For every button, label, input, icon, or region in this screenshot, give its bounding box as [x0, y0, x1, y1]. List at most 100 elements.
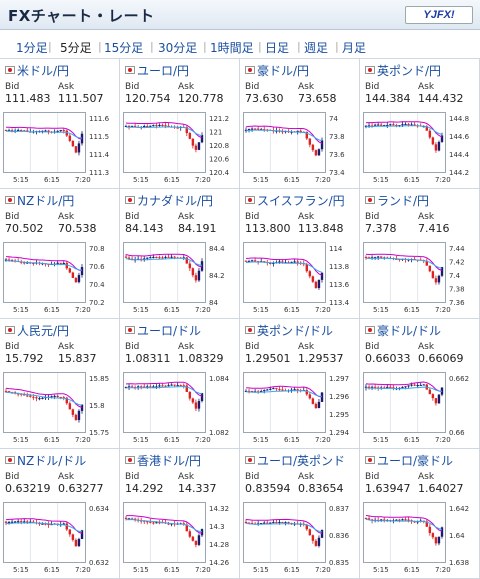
pair-name-link[interactable]: ユーロ/円	[137, 64, 190, 78]
candle-body	[13, 521, 17, 523]
mini-chart[interactable]: 14.32 14.3 14.28 14.26 5:15 6:15 7:20	[123, 502, 237, 576]
mini-chart[interactable]: 70.8 70.6 70.4 70.2 5:15 6:15 7:20	[3, 242, 117, 316]
ask-label: Ask	[178, 82, 195, 92]
pair-cell[interactable]: 豪ドル/ドル Bid Ask 0.66033 0.66069 0.662 0.66 5:15 6…	[360, 319, 480, 449]
pair-name-link[interactable]: ユーロ/英ポンド	[257, 454, 346, 468]
candle-body	[62, 263, 65, 265]
mini-chart[interactable]: 114 113.8 113.6 113.4 5:15 6:15 7:20	[243, 242, 357, 316]
pair-cell[interactable]: 英ポンド/ドル Bid Ask 1.29501 1.29537 1.297 1.296 1.2…	[240, 319, 360, 449]
mini-chart[interactable]: 0.662 0.66 5:15 6:15 7:20	[363, 372, 477, 446]
candle-body	[386, 386, 389, 388]
ask-label: Ask	[298, 82, 315, 92]
pair-cell[interactable]: ユーロ/英ポンド Bid Ask 0.83594 0.83654 0.837 0.836 0.…	[240, 449, 360, 579]
pair-cell[interactable]: スイスフラン/円 Bid Ask 113.800 113.848 114 113.8 113.…	[240, 189, 360, 319]
pair-cell[interactable]: NZドル/円 Bid Ask 70.502 70.538 70.8 70.6 70.4 70.2…	[0, 189, 120, 319]
pair-name-link[interactable]: 英ポンド/円	[377, 64, 442, 78]
candle-body	[250, 128, 254, 130]
x-tick-label: 5:15	[133, 436, 149, 444]
x-tick-label: 6:15	[404, 566, 420, 574]
candle-body	[7, 391, 11, 393]
candle-body	[383, 519, 386, 521]
plot-frame	[363, 502, 446, 563]
y-tick-label: 114	[329, 245, 343, 253]
candle-body	[68, 268, 72, 273]
mini-chart[interactable]: 7.44 7.42 7.4 7.38 7.36 5:15 6:15 7:20	[363, 242, 477, 316]
mini-chart[interactable]: 15.85 15.8 15.75 5:15 6:15 7:20	[3, 372, 117, 446]
pair-name-link[interactable]: NZドル/ドル	[17, 454, 87, 468]
candle-body	[155, 522, 158, 524]
mini-chart[interactable]: 1.642 1.64 1.638 5:15 6:15 7:20	[363, 502, 477, 576]
pair-name-link[interactable]: 香港ドル/円	[137, 454, 202, 468]
pair-cell[interactable]: ユーロ/円 Bid Ask 120.754 120.778 121.2 121 120.8 12…	[120, 59, 240, 189]
candle-body	[143, 386, 146, 388]
candle-body	[404, 519, 407, 521]
mini-chart[interactable]: 144.8 144.6 144.4 144.2 5:15 6:15 7:20	[363, 112, 477, 186]
mini-chart[interactable]: 111.6 111.5 111.4 111.3 5:15 6:15 7:20	[3, 112, 117, 186]
pair-name-link[interactable]: ユーロ/豪ドル	[377, 454, 454, 468]
y-tick-label: 0.634	[89, 505, 110, 513]
pair-cell[interactable]: 豪ドル/円 Bid Ask 73.630 73.658 74 73.8 73.6 73.4 5:1…	[240, 59, 360, 189]
candle-body	[437, 536, 441, 544]
y-tick-label: 15.8	[89, 402, 105, 410]
y-tick-label: 0.837	[329, 505, 349, 513]
yjfx-logo[interactable]: YJFX!	[405, 6, 473, 24]
bid-value: 120.754	[125, 92, 171, 105]
pair-name-link[interactable]: カナダドル/円	[137, 194, 214, 208]
pair-cell[interactable]: カナダドル/円 Bid Ask 84.143 84.191 84.4 84.2 84 5:15 6…	[120, 189, 240, 319]
pair-cell[interactable]: ユーロ/ドル Bid Ask 1.08311 1.08329 1.084 1.082 5:15…	[120, 319, 240, 449]
candle-body	[428, 526, 432, 534]
y-tick-label: 111.3	[89, 169, 109, 177]
trend-line	[246, 390, 323, 397]
candle-body	[32, 521, 35, 523]
candle-body	[428, 265, 432, 272]
pair-name-link[interactable]: 米ドル/円	[17, 64, 70, 78]
pair-name-link[interactable]: 英ポンド/ドル	[257, 324, 334, 338]
candle-body	[32, 396, 35, 398]
candle-body	[62, 130, 65, 132]
pair-cell[interactable]: 米ドル/円 Bid Ask 111.483 111.507 111.6 111.5 111.4…	[0, 59, 120, 189]
pair-cell[interactable]: 英ポンド/円 Bid Ask 144.384 144.432 144.8 144.6 144.…	[360, 59, 480, 189]
candle-body	[373, 386, 377, 388]
pair-name-link[interactable]: スイスフラン/円	[257, 194, 345, 208]
x-tick-label: 7:20	[435, 566, 451, 574]
trend-line	[6, 130, 83, 139]
tab-timeframe[interactable]: 1分足	[16, 41, 48, 55]
tab-separator: |	[48, 40, 52, 53]
pair-name-link[interactable]: ランド/円	[377, 194, 430, 208]
tab-timeframe[interactable]: 15分足	[104, 41, 144, 55]
pair-name-link[interactable]: ユーロ/ドル	[137, 324, 202, 338]
y-tick-label: 15.75	[89, 429, 109, 437]
tab-timeframe[interactable]: 30分足	[158, 41, 198, 55]
tab-timeframe[interactable]: 月足	[342, 41, 367, 55]
pair-cell[interactable]: NZドル/ドル Bid Ask 0.63219 0.63277 0.634 0.632 5:1…	[0, 449, 120, 579]
trend-line	[365, 257, 443, 269]
tab-timeframe[interactable]: 日足	[265, 41, 290, 55]
candle-body	[167, 385, 170, 387]
tab-timeframe[interactable]: 1時間足	[210, 41, 254, 55]
mini-chart[interactable]: 74 73.8 73.6 73.4 5:15 6:15 7:20	[243, 112, 357, 186]
tab-timeframe[interactable]: 週足	[304, 41, 329, 55]
mini-chart[interactable]: 121.2 121 120.8 120.6 120.4 5:15 6:15 7:20	[123, 112, 237, 186]
moving-average-line	[5, 518, 83, 534]
mini-chart[interactable]: 0.634 0.632 5:15 6:15 7:20	[3, 502, 117, 576]
candle-body	[44, 523, 47, 525]
tab-timeframe[interactable]: 5分足	[60, 41, 92, 55]
pair-name-link[interactable]: 豪ドル/ドル	[377, 324, 442, 338]
candle-body	[293, 389, 296, 391]
y-tick-label: 14.28	[209, 541, 229, 549]
mini-chart[interactable]: 0.837 0.836 0.835 5:15 6:15 7:20	[243, 502, 357, 576]
trend-line	[5, 522, 83, 533]
candle-body	[281, 389, 284, 391]
pair-name-link[interactable]: 豪ドル/円	[257, 64, 310, 78]
pair-cell[interactable]: 人民元/円 Bid Ask 15.792 15.837 15.85 15.8 15.75 5:1…	[0, 319, 120, 449]
pair-name-link[interactable]: 人民元/円	[17, 324, 70, 338]
candle-body	[10, 521, 14, 523]
pair-cell[interactable]: 香港ドル/円 Bid Ask 14.292 14.337 14.32 14.3 14.28 14…	[120, 449, 240, 579]
pair-cell[interactable]: ユーロ/豪ドル Bid Ask 1.63947 1.64027 1.642 1.64 1.63…	[360, 449, 480, 579]
plot-frame	[243, 502, 326, 563]
pair-cell[interactable]: ランド/円 Bid Ask 7.378 7.416 7.44 7.42 7.4 7.38 7.36…	[360, 189, 480, 319]
mini-chart[interactable]: 84.4 84.2 84 5:15 6:15 7:20	[123, 242, 237, 316]
mini-chart[interactable]: 1.297 1.296 1.295 1.294 5:15 6:15 7:20	[243, 372, 357, 446]
mini-chart[interactable]: 1.084 1.082 5:15 6:15 7:20	[123, 372, 237, 446]
pair-name-link[interactable]: NZドル/円	[17, 194, 75, 208]
